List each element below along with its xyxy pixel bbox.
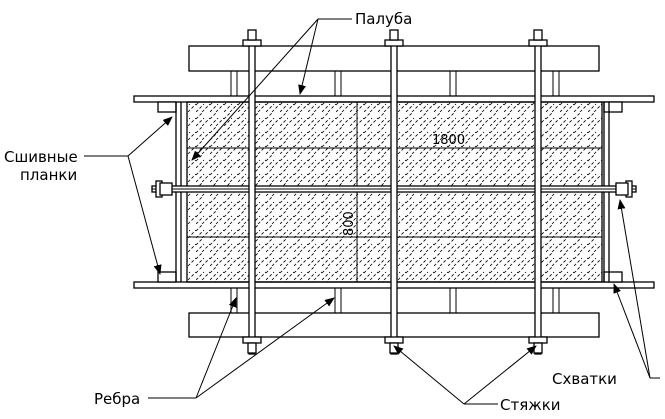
dimension-width: 1800 <box>432 133 465 148</box>
dimension-height-label: 800 <box>342 211 357 236</box>
leader-styazhki: Стяжки <box>393 345 561 414</box>
leader-stitching: Сшивные планки <box>4 116 173 275</box>
leader-skhvatki: Схватки <box>552 199 660 388</box>
leader-paluba: Палуба <box>191 10 412 161</box>
bottom-posts <box>230 288 560 313</box>
label-rebra: Ребра <box>94 390 140 408</box>
label-styazhki: Стяжки <box>500 396 561 414</box>
leader-rebra: Ребра <box>94 297 335 408</box>
dimension-width-label: 1800 <box>432 133 465 148</box>
dimension-height: 800 <box>342 211 357 236</box>
top-posts <box>230 71 560 96</box>
label-sshivnye-line2: планки <box>20 166 77 184</box>
label-sshivnye-line1: Сшивные <box>4 148 78 166</box>
label-skhvatki: Схватки <box>552 370 617 388</box>
label-paluba: Палуба <box>355 10 412 28</box>
